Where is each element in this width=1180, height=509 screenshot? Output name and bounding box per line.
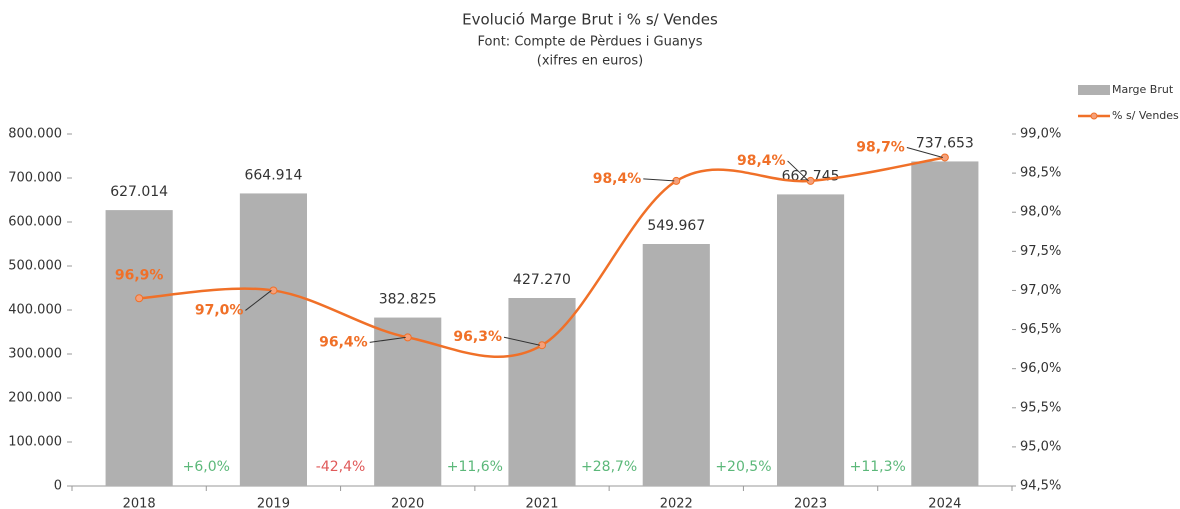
y2-tick-label: 95,0%	[1020, 439, 1061, 454]
chart-subtitle: Font: Compte de Pèrdues i Guanys	[478, 35, 703, 50]
line-label: 97,0%	[195, 302, 244, 318]
y2-tick-label: 96,0%	[1020, 361, 1061, 376]
chart-title: Evolució Marge Brut i % s/ Vendes	[462, 11, 718, 29]
leader-line	[245, 290, 272, 311]
leader-line	[369, 336, 406, 343]
x-tick-label: 2024	[928, 497, 961, 509]
y-tick-label: 600.000	[8, 215, 62, 230]
y2-tick-label: 96,5%	[1020, 322, 1061, 337]
growth-label: +11,6%	[447, 459, 503, 475]
chart-subtitle: (xifres en euros)	[537, 54, 643, 69]
y-tick-label: 700.000	[8, 171, 62, 186]
bar	[239, 193, 307, 486]
bar-label: 627.014	[110, 184, 168, 200]
y2-tick-label: 98,5%	[1020, 166, 1061, 181]
y-tick-label: 0	[54, 479, 62, 494]
growth-label: +20,5%	[715, 459, 771, 475]
growth-label: +6,0%	[183, 459, 230, 475]
x-tick-label: 2023	[794, 497, 827, 509]
x-tick-label: 2018	[123, 497, 156, 509]
x-tick-label: 2019	[257, 497, 290, 509]
y-tick-label: 500.000	[8, 259, 62, 274]
line-label: 96,3%	[453, 329, 502, 345]
bar-label: 382.825	[379, 292, 437, 308]
bar	[374, 317, 442, 486]
x-tick-label: 2020	[391, 497, 424, 509]
growth-label: -42,4%	[316, 459, 366, 475]
y-tick-label: 100.000	[8, 435, 62, 450]
y2-tick-label: 95,5%	[1020, 400, 1061, 415]
line-label: 96,4%	[319, 334, 368, 350]
bar-label: 427.270	[513, 272, 571, 288]
line-label: 98,4%	[593, 171, 642, 187]
line-label: 98,7%	[856, 139, 905, 155]
line-point	[135, 294, 144, 303]
bar	[508, 298, 576, 486]
y2-tick-label: 97,5%	[1020, 244, 1061, 259]
y2-tick-label: 98,0%	[1020, 205, 1061, 220]
y-tick-label: 400.000	[8, 303, 62, 318]
legend-swatch	[1078, 85, 1110, 95]
leader-line	[906, 146, 943, 158]
y2-tick-label: 94,5%	[1020, 479, 1061, 494]
leader-line	[787, 160, 809, 182]
y2-tick-label: 99,0%	[1020, 127, 1061, 142]
growth-label: +11,3%	[850, 459, 906, 475]
x-tick-label: 2021	[525, 497, 558, 509]
bar	[777, 194, 845, 486]
leader-line	[643, 178, 675, 182]
line-point	[806, 176, 815, 185]
legend-label: % s/ Vendes	[1112, 109, 1179, 122]
bar-label: 737.653	[916, 135, 974, 151]
bar-label: 664.914	[244, 167, 302, 183]
line-point	[269, 286, 278, 295]
x-tick-label: 2022	[660, 497, 693, 509]
bar-label: 549.967	[647, 218, 705, 234]
y-tick-label: 800.000	[8, 127, 62, 142]
y-tick-label: 200.000	[8, 391, 62, 406]
y-tick-label: 300.000	[8, 347, 62, 362]
growth-label: +28,7%	[581, 459, 637, 475]
line-label: 98,4%	[737, 153, 786, 169]
bar	[642, 244, 710, 486]
line-label: 96,9%	[115, 267, 164, 283]
y2-tick-label: 97,0%	[1020, 283, 1061, 298]
bar	[911, 161, 979, 486]
legend-label: Marge Brut	[1112, 83, 1174, 96]
leader-line	[503, 336, 541, 346]
bar	[105, 210, 173, 487]
legend-swatch	[1090, 112, 1098, 120]
